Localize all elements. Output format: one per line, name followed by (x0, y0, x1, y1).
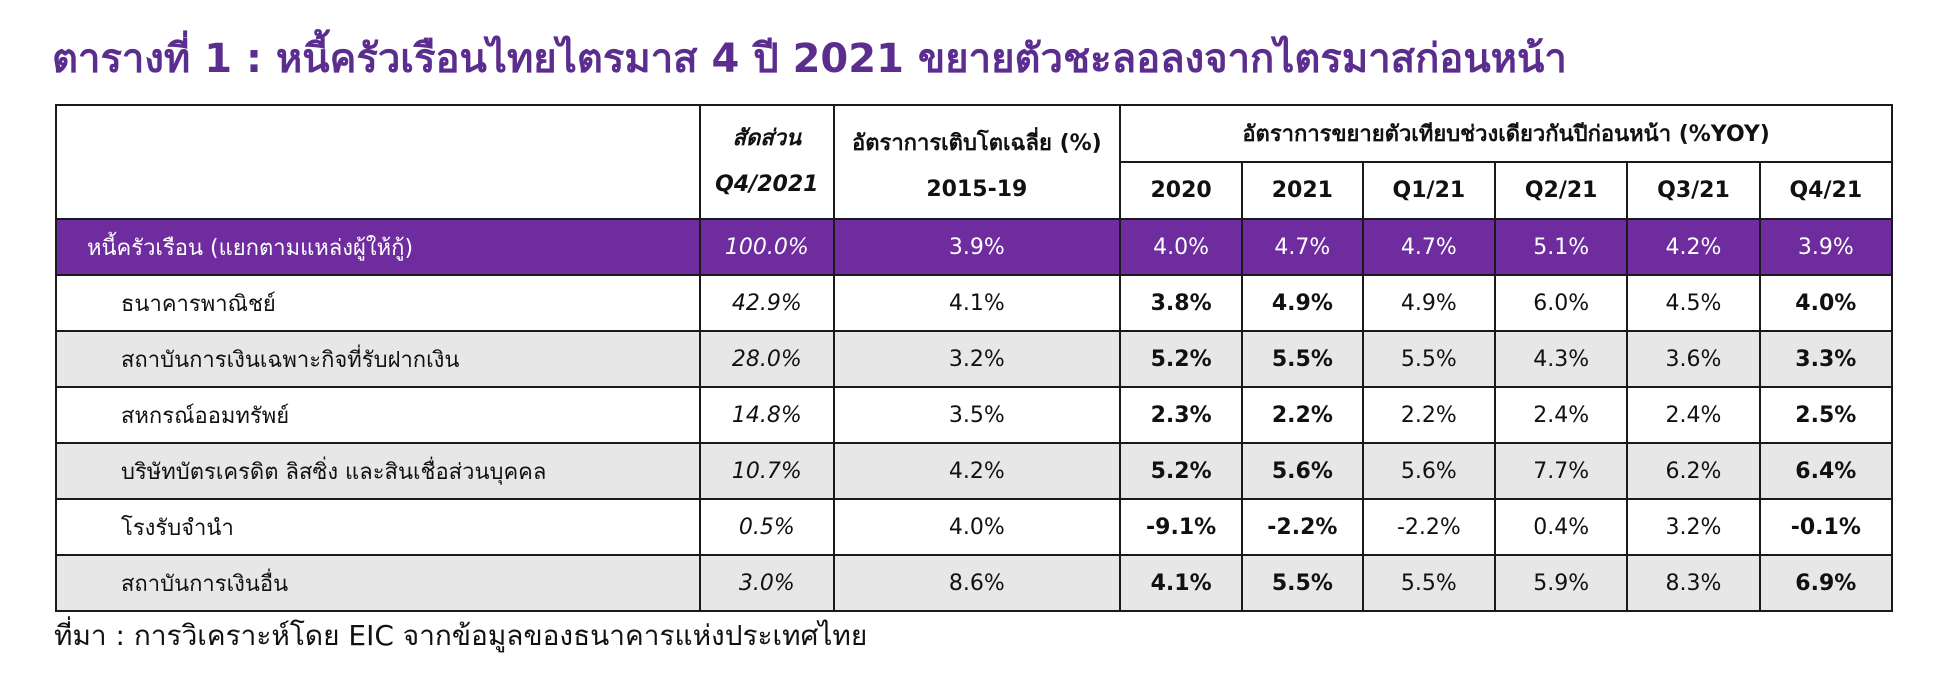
yoy-cell: 4.9% (1361, 274, 1497, 332)
yoy-cell: 6.0% (1494, 274, 1629, 332)
share-cell: 28.0% (699, 330, 835, 388)
yoy-cell: 4.7% (1241, 218, 1364, 276)
yoy-cell: -2.2% (1241, 498, 1364, 556)
avg-growth-cell: 3.9% (832, 218, 1122, 276)
table-row: สหกรณ์ออมทรัพย์ 14.8% 3.5% 2.3% 2.2% 2.2% 2.4%… (54, 386, 1894, 444)
header-period: Q1/21 (1361, 161, 1497, 220)
yoy-cell: 7.7% (1494, 442, 1629, 500)
header-share-line1: สัดส่วน (732, 126, 802, 151)
header-share-line2: Q4/2021 (715, 172, 819, 197)
yoy-cell: 2.2% (1361, 386, 1497, 444)
yoy-cell: 5.5% (1361, 554, 1497, 612)
avg-growth-cell: 8.6% (832, 554, 1122, 612)
yoy-cell: 2.3% (1119, 386, 1244, 444)
yoy-cell: 5.2% (1119, 442, 1244, 500)
household-debt-table: สัดส่วน Q4/2021 อัตราการเติบโตเฉลี่ย (%)… (54, 104, 1894, 612)
table-row-total: หนี้ครัวเรือน (แยกตามแหล่งผู้ให้กู้) 100.… (54, 218, 1894, 276)
avg-growth-cell: 4.0% (832, 498, 1122, 556)
header-share: สัดส่วน Q4/2021 (699, 104, 835, 220)
yoy-cell: 4.0% (1758, 274, 1894, 332)
yoy-cell: 6.2% (1626, 442, 1761, 500)
yoy-cell: 3.8% (1119, 274, 1244, 332)
row-label: บริษัทบัตรเครดิต ลิสซิ่ง และสินเชื่อส่วน… (54, 442, 702, 500)
header-growth-line1: อัตราการเติบโตเฉลี่ย (%) (852, 131, 1102, 156)
header-growth-line2: 2015-19 (926, 177, 1028, 202)
header-period: 2021 (1241, 161, 1364, 220)
yoy-cell: 4.3% (1494, 330, 1629, 388)
row-label: สหกรณ์ออมทรัพย์ (54, 386, 702, 444)
share-cell: 10.7% (699, 442, 835, 500)
row-label: สถาบันการเงินอื่น (54, 554, 702, 612)
share-cell: 14.8% (699, 386, 835, 444)
yoy-cell: -2.2% (1361, 498, 1497, 556)
yoy-cell: -9.1% (1119, 498, 1244, 556)
yoy-cell: 5.9% (1494, 554, 1629, 612)
header-period: 2020 (1119, 161, 1244, 220)
yoy-cell: 2.4% (1494, 386, 1629, 444)
share-cell: 3.0% (699, 554, 835, 612)
yoy-cell: 2.2% (1241, 386, 1364, 444)
yoy-cell: 3.9% (1758, 218, 1894, 276)
table-row: โรงรับจำนำ 0.5% 4.0% -9.1% -2.2% -2.2% 0.4% 3.2… (54, 498, 1894, 556)
header-avg-growth: อัตราการเติบโตเฉลี่ย (%) 2015-19 (832, 104, 1122, 220)
yoy-cell: 4.7% (1361, 218, 1497, 276)
yoy-cell: 6.4% (1758, 442, 1894, 500)
header-blank-cell (54, 104, 702, 220)
share-cell: 42.9% (699, 274, 835, 332)
yoy-cell: 5.5% (1241, 554, 1364, 612)
page-title: ตารางที่ 1 : หนี้ครัวเรือนไทยไตรมาส 4 ปี… (52, 36, 1567, 82)
avg-growth-cell: 3.2% (832, 330, 1122, 388)
avg-growth-cell: 3.5% (832, 386, 1122, 444)
yoy-cell: 2.4% (1626, 386, 1761, 444)
row-label: ธนาคารพาณิชย์ (54, 274, 702, 332)
yoy-cell: 3.3% (1758, 330, 1894, 388)
yoy-cell: 4.9% (1241, 274, 1364, 332)
avg-growth-cell: 4.2% (832, 442, 1122, 500)
yoy-cell: 3.6% (1626, 330, 1761, 388)
yoy-cell: 5.2% (1119, 330, 1244, 388)
yoy-cell: 3.2% (1626, 498, 1761, 556)
header-period: Q2/21 (1494, 161, 1629, 220)
yoy-cell: 4.0% (1119, 218, 1244, 276)
share-cell: 0.5% (699, 498, 835, 556)
header-period: Q4/21 (1758, 161, 1894, 220)
row-label: โรงรับจำนำ (54, 498, 702, 556)
yoy-cell: 2.5% (1758, 386, 1894, 444)
row-label: สถาบันการเงินเฉพาะกิจที่รับฝากเงิน (54, 330, 702, 388)
yoy-cell: 5.5% (1361, 330, 1497, 388)
table-row: ธนาคารพาณิชย์ 42.9% 4.1% 3.8% 4.9% 4.9% 6.0% 4.… (54, 274, 1894, 332)
row-label: หนี้ครัวเรือน (แยกตามแหล่งผู้ให้กู้) (54, 218, 702, 276)
share-cell: 100.0% (699, 218, 835, 276)
yoy-cell: 4.5% (1626, 274, 1761, 332)
yoy-cell: 4.2% (1626, 218, 1761, 276)
yoy-cell: 5.1% (1494, 218, 1629, 276)
yoy-cell: 4.1% (1119, 554, 1244, 612)
table-row: บริษัทบัตรเครดิต ลิสซิ่ง และสินเชื่อส่วน… (54, 442, 1894, 500)
yoy-cell: 5.6% (1361, 442, 1497, 500)
yoy-cell: 8.3% (1626, 554, 1761, 612)
table-row: สถาบันการเงินเฉพาะกิจที่รับฝากเงิน 28.0% 3… (54, 330, 1894, 388)
yoy-cell: 5.5% (1241, 330, 1364, 388)
header-yoy-group: อัตราการขยายตัวเทียบช่วงเดียวกันปีก่อนหน… (1119, 104, 1893, 163)
header-period: Q3/21 (1626, 161, 1761, 220)
source-note: ที่มา : การวิเคราะห์โดย EIC จากข้อมูลของ… (54, 619, 868, 652)
avg-growth-cell: 4.1% (832, 274, 1122, 332)
yoy-cell: -0.1% (1758, 498, 1894, 556)
yoy-cell: 5.6% (1241, 442, 1364, 500)
yoy-cell: 0.4% (1494, 498, 1629, 556)
yoy-cell: 6.9% (1758, 554, 1894, 612)
table-row: สถาบันการเงินอื่น 3.0% 8.6% 4.1% 5.5% 5.5% 5.9… (54, 554, 1894, 612)
